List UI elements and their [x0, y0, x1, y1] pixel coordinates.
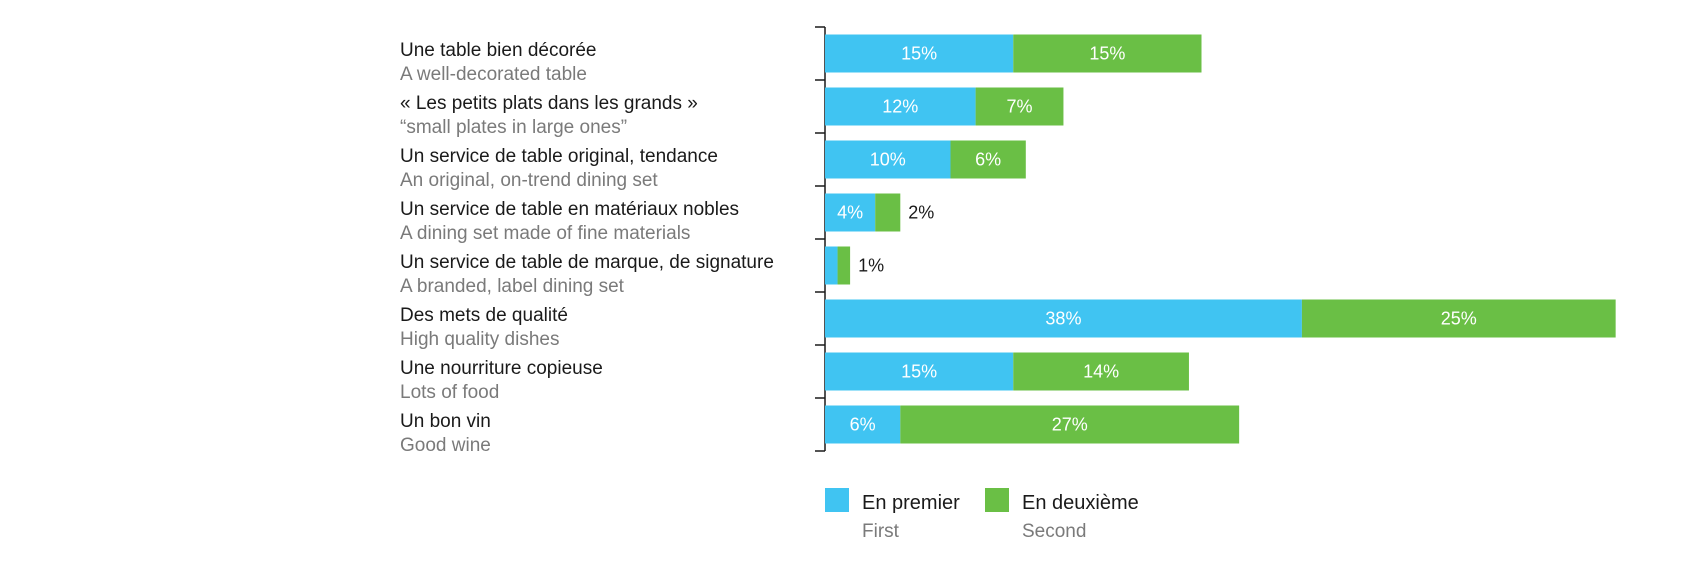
bar-segment-first [825, 352, 1014, 391]
data-label: 14% [1083, 362, 1119, 382]
data-label: 4% [837, 203, 863, 223]
bar-segment-second [1013, 34, 1202, 73]
category-label-en: A dining set made of fine materials [400, 223, 690, 244]
bar-segment-second [950, 140, 1026, 179]
bar-segment-second [875, 193, 901, 232]
data-label: 15% [1089, 44, 1125, 64]
category-label: Une table bien décorée [400, 40, 596, 61]
data-label: 7% [1007, 97, 1033, 117]
bars-layer: 15% 15% 12% 7% 10% 6% 4% 2% 1% 38% 25% 15% 14% 6% 27% [825, 34, 1616, 444]
legend-label: En deuxième [1022, 492, 1139, 514]
data-label: 38% [1045, 309, 1081, 329]
data-label: 10% [870, 150, 906, 170]
category-label: Des mets de qualité [400, 305, 568, 326]
data-label: 15% [901, 44, 937, 64]
legend-swatch [985, 488, 1009, 512]
bar-segment-second [1301, 299, 1616, 338]
data-label: 2% [908, 203, 934, 223]
bar-segment-first [825, 87, 976, 126]
bar-segment-first [825, 140, 951, 179]
category-label: Un service de table original, tendance [400, 146, 718, 167]
legend-label: En premier [862, 492, 960, 514]
legend-swatch [825, 488, 849, 512]
category-label-en: Good wine [400, 435, 491, 456]
legend-label-en: Second [1022, 521, 1086, 542]
legend: En premier First En deuxième Second [825, 488, 1139, 542]
category-label: Une nourriture copieuse [400, 358, 603, 379]
category-label-en: A branded, label dining set [400, 276, 625, 297]
data-label: 27% [1052, 415, 1088, 435]
bar-segment-first [825, 34, 1014, 73]
data-label: 6% [975, 150, 1001, 170]
bar-segment-first [825, 405, 901, 444]
category-label-en: Lots of food [400, 382, 499, 403]
bar-segment-first [825, 299, 1302, 338]
data-label: 1% [858, 256, 884, 276]
category-label: Un service de table en matériaux nobles [400, 199, 739, 220]
bar-segment-first [825, 193, 876, 232]
bar-segment-second [900, 405, 1240, 444]
bar-segment-second [975, 87, 1064, 126]
labels-layer: Une table bien décorée A well-decorated t… [400, 40, 774, 456]
category-label: « Les petits plats dans les grands » [400, 93, 698, 114]
axis-layer [815, 26, 826, 452]
category-label-en: High quality dishes [400, 329, 559, 350]
data-label: 6% [850, 415, 876, 435]
bar-segment-second [1013, 352, 1189, 391]
legend-label-en: First [862, 521, 900, 542]
category-label: Un bon vin [400, 411, 491, 432]
category-label: Un service de table de marque, de signat… [400, 252, 774, 273]
data-label: 12% [882, 97, 918, 117]
category-label-en: A well-decorated table [400, 64, 587, 85]
category-label-en: “small plates in large ones” [400, 117, 627, 138]
data-label: 15% [901, 362, 937, 382]
category-label-en: An original, on-trend dining set [400, 170, 658, 191]
bar-segment-first [825, 246, 838, 285]
bar-segment-second [837, 246, 851, 285]
data-label: 25% [1441, 309, 1477, 329]
